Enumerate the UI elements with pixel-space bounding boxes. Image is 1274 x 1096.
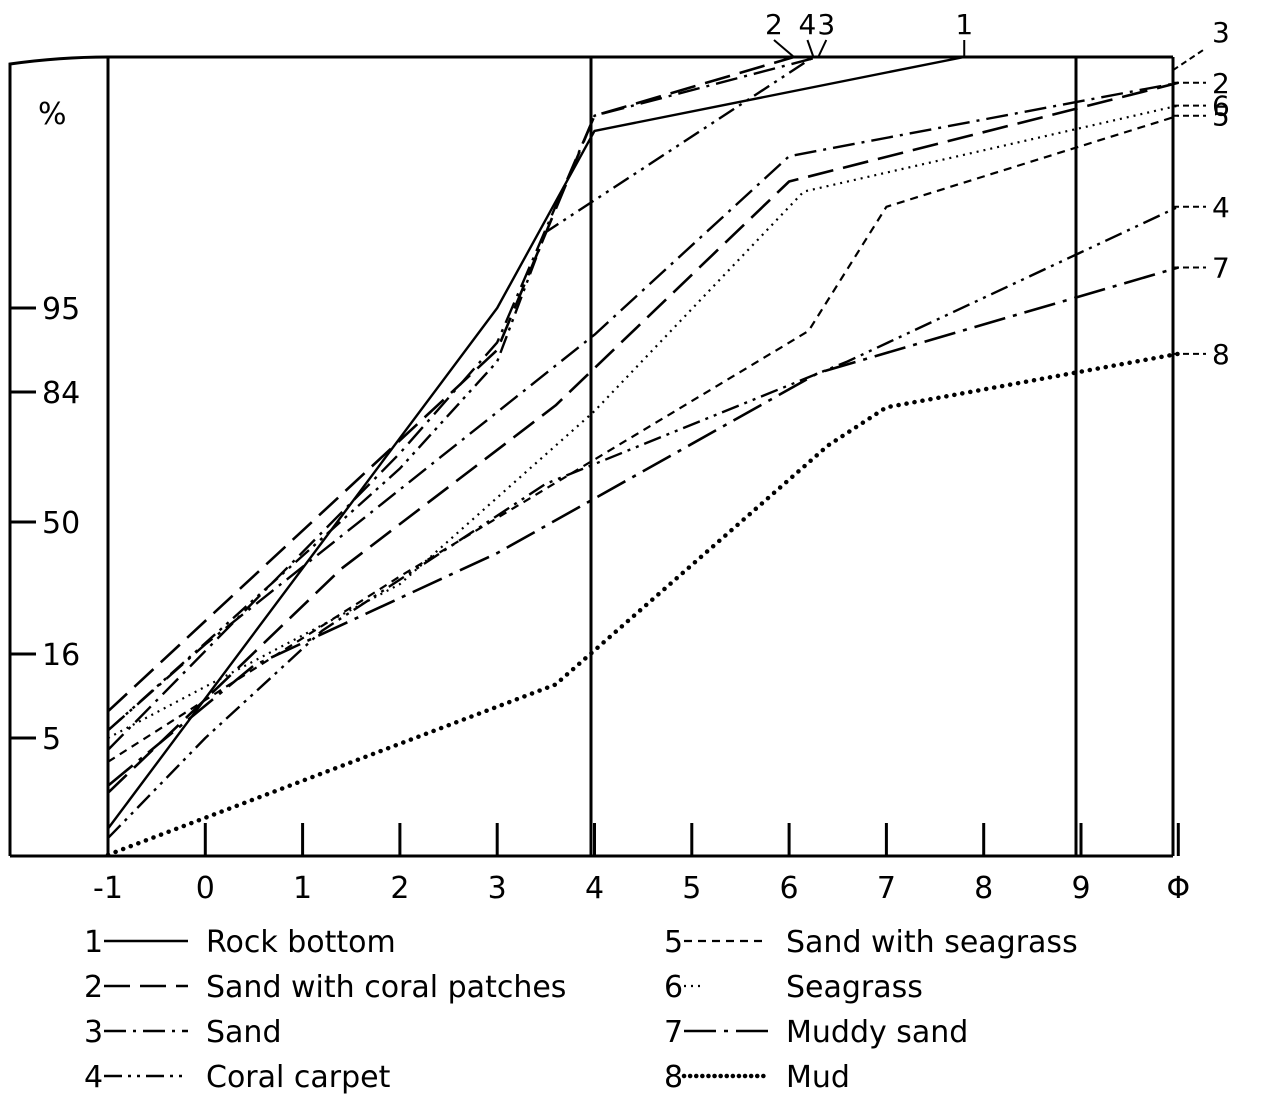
series-lines xyxy=(105,55,1181,858)
series-line-1 xyxy=(107,55,965,830)
series-end-label: 2 xyxy=(1212,67,1230,100)
legend-label: Muddy sand xyxy=(786,1015,968,1050)
series-line-5 xyxy=(107,114,1179,763)
y-tick-label: 5 xyxy=(42,722,61,757)
x-tick-label: 9 xyxy=(1071,871,1090,906)
legend-label: Seagrass xyxy=(786,970,923,1005)
y-tick-label: 95 xyxy=(42,292,80,327)
series-end-leader xyxy=(1172,47,1207,71)
series-line-4 xyxy=(107,55,815,732)
series-line-2 xyxy=(107,81,1179,794)
series-line-7 xyxy=(107,266,1179,787)
x-tick-label: 8 xyxy=(974,871,993,906)
series-end-label: 3 xyxy=(817,8,835,41)
x-tick-label: 4 xyxy=(585,871,604,906)
x-tick-label: Φ xyxy=(1166,871,1190,906)
legend-label: Mud xyxy=(786,1060,850,1095)
x-tick-label: 0 xyxy=(196,871,215,906)
y-tick-label: 16 xyxy=(42,638,80,673)
legend-key: 4 xyxy=(84,1060,103,1095)
series-end-label: 7 xyxy=(1212,252,1230,285)
x-tick-label: 2 xyxy=(390,871,409,906)
legend-key: 1 xyxy=(84,925,103,960)
legend-label: Coral carpet xyxy=(206,1060,391,1095)
legend-label: Rock bottom xyxy=(206,925,396,960)
axes: % -1 0 1 2 3 4 5 6 7 8 9 Φ 95 84 50 16 5 xyxy=(10,97,1190,906)
legend-key: 6 xyxy=(664,970,683,1005)
series-line-2 xyxy=(107,55,795,713)
series-end-label: 4 xyxy=(1212,191,1230,224)
x-tick-label: 1 xyxy=(293,871,312,906)
series-end-leader xyxy=(773,39,795,58)
x-tick-label: -1 xyxy=(93,871,123,906)
legend-key: 2 xyxy=(84,970,103,1005)
series-end-label: 1 xyxy=(955,8,973,41)
y-tick-label: 84 xyxy=(42,376,80,411)
plot-frame xyxy=(8,55,1175,858)
series-line-3 xyxy=(107,55,819,751)
series-end-label: 2 xyxy=(765,8,783,41)
x-tick-label: 3 xyxy=(488,871,507,906)
legend: 1 Rock bottom 2 Sand with coral patches 3 San… xyxy=(84,925,1078,1095)
legend-key: 7 xyxy=(664,1015,683,1050)
legend-key: 5 xyxy=(664,925,683,960)
series-end-label: 4 xyxy=(799,8,817,41)
legend-label: Sand with coral patches xyxy=(206,970,566,1005)
series-line-4 xyxy=(107,205,1179,839)
plot-frame-top-left xyxy=(8,55,1173,856)
x-tick-label: 5 xyxy=(682,871,701,906)
series-end-label: 6 xyxy=(1212,90,1230,123)
series-end-label: 5 xyxy=(1212,100,1230,133)
legend-label: Sand xyxy=(206,1015,281,1050)
y-axis-unit-label: % xyxy=(38,97,67,132)
series-end-label: 8 xyxy=(1212,338,1230,371)
legend-key: 8 xyxy=(664,1060,683,1095)
series-end-label: 3 xyxy=(1212,16,1230,49)
series-end-leader xyxy=(806,39,815,58)
series-line-8 xyxy=(105,351,1181,858)
series-end-leader xyxy=(817,39,828,58)
x-tick-label: 6 xyxy=(780,871,799,906)
x-tick-label: 7 xyxy=(877,871,896,906)
legend-key: 3 xyxy=(84,1015,103,1050)
y-tick-label: 50 xyxy=(42,506,80,541)
series-line-3 xyxy=(107,81,1179,732)
series-line-6 xyxy=(107,104,1179,739)
legend-label: Sand with seagrass xyxy=(786,925,1078,960)
